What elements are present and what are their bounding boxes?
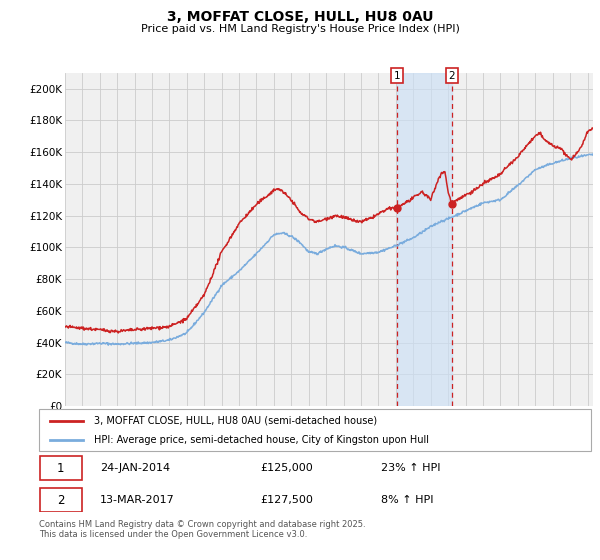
Text: Price paid vs. HM Land Registry's House Price Index (HPI): Price paid vs. HM Land Registry's House … [140,24,460,34]
Text: 8% ↑ HPI: 8% ↑ HPI [381,495,434,505]
Text: Contains HM Land Registry data © Crown copyright and database right 2025.
This d: Contains HM Land Registry data © Crown c… [39,520,365,539]
Text: 3, MOFFAT CLOSE, HULL, HU8 0AU: 3, MOFFAT CLOSE, HULL, HU8 0AU [167,10,433,24]
Text: 2: 2 [57,494,65,507]
FancyBboxPatch shape [40,456,82,480]
Text: 13-MAR-2017: 13-MAR-2017 [100,495,175,505]
Text: 3, MOFFAT CLOSE, HULL, HU8 0AU (semi-detached house): 3, MOFFAT CLOSE, HULL, HU8 0AU (semi-det… [94,416,377,426]
Text: 1: 1 [57,462,65,475]
Text: 1: 1 [394,71,400,81]
Text: HPI: Average price, semi-detached house, City of Kingston upon Hull: HPI: Average price, semi-detached house,… [94,435,429,445]
Text: 23% ↑ HPI: 23% ↑ HPI [381,463,441,473]
Text: £127,500: £127,500 [260,495,313,505]
FancyBboxPatch shape [40,488,82,512]
Text: £125,000: £125,000 [260,463,313,473]
Text: 2: 2 [448,71,455,81]
Text: 24-JAN-2014: 24-JAN-2014 [100,463,170,473]
Bar [397,73,452,406]
